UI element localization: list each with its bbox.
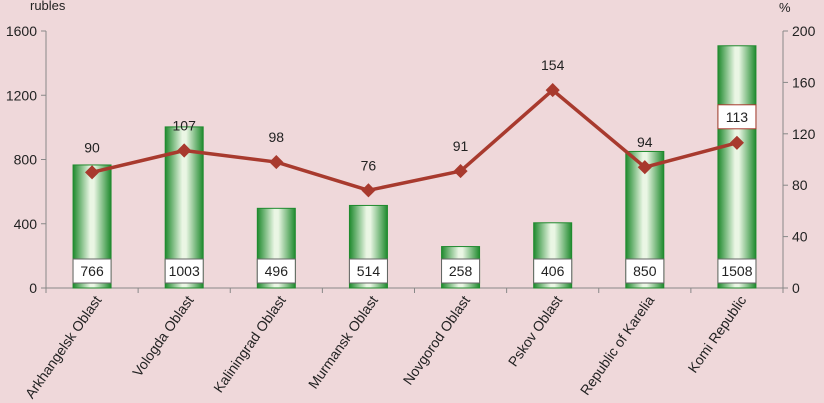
- bar-value-box: [164, 258, 204, 284]
- right-tick-label: 200: [792, 23, 816, 39]
- bar-value-label: 850: [633, 263, 657, 279]
- bar-value-box: [533, 258, 573, 284]
- left-tick-label: 800: [14, 152, 38, 168]
- percent-value-label: 154: [541, 57, 565, 73]
- category-label: Republic of Karelia: [577, 292, 658, 398]
- percent-marker: [637, 160, 652, 175]
- category-labels: Arkhangelsk Oblast Vologda Oblast Kalining…: [22, 292, 750, 401]
- right-tick-label: 160: [792, 74, 816, 90]
- percent-value-label: 107: [173, 118, 197, 134]
- right-axis-label: %: [779, 0, 791, 15]
- right-axis-ticks: 0 40 80 120 160 200: [783, 23, 816, 296]
- right-tick-label: 0: [792, 280, 800, 296]
- bar-value-labels: 766 1003 496 514 258 406 850 1508: [72, 258, 757, 284]
- bar-value-box: [256, 258, 296, 284]
- percent-marker: [545, 83, 560, 98]
- bar: [717, 45, 757, 289]
- bar-value-label: 514: [357, 263, 381, 279]
- right-tick-label: 40: [792, 229, 808, 245]
- bar-value-label: 1508: [721, 263, 752, 279]
- percent-value-label: 113: [726, 109, 749, 125]
- percent-marker: [269, 154, 284, 170]
- category-label: Vologda Oblast: [129, 292, 197, 379]
- bar-value-label: 766: [80, 263, 104, 279]
- bar-value-label: 496: [265, 263, 289, 279]
- left-tick-label: 1600: [6, 23, 37, 39]
- percent-value-label: 94: [637, 134, 653, 150]
- x-axis-ticks: [45, 288, 784, 293]
- category-label: Pskov Oblast: [505, 292, 565, 369]
- left-tick-label: 400: [14, 216, 38, 232]
- bar-value-box: [72, 258, 112, 284]
- bar-value-box: [348, 258, 388, 284]
- category-label: Kaliningrad Oblast: [210, 292, 289, 395]
- right-tick-label: 80: [792, 177, 808, 193]
- percent-value-label: 90: [84, 139, 100, 155]
- percent-value-label: 91: [453, 138, 469, 154]
- category-label: Murmansk Oblast: [305, 292, 381, 391]
- left-tick-label: 0: [29, 280, 37, 296]
- category-label: Arkhangelsk Oblast: [22, 292, 105, 401]
- right-tick-label: 120: [792, 126, 816, 142]
- percent-value-label: 98: [269, 129, 285, 145]
- bar-value-label: 406: [541, 263, 565, 279]
- left-axis-ticks: 0 400 800 1200 1600: [6, 23, 46, 296]
- percent-marker: [453, 163, 468, 179]
- percent-value-box: [717, 104, 757, 130]
- percent-marker: [177, 143, 192, 158]
- percent-line: [91, 88, 738, 193]
- left-axis-label: rubles: [30, 0, 66, 13]
- bar-value-box: [717, 258, 757, 284]
- percent-marker: [729, 135, 745, 150]
- percent-marker: [361, 183, 376, 198]
- bar-value-box: [625, 258, 665, 284]
- bar-value-label: 258: [449, 263, 473, 279]
- category-label: Novgorod Oblast: [400, 292, 473, 387]
- bar-value-box: [441, 258, 481, 284]
- bar-value-label: 1003: [169, 263, 200, 279]
- bars: [72, 45, 757, 289]
- category-label: Komi Republic: [685, 293, 750, 376]
- percent-series: 90 107 98 76 91 154 94 113: [84, 57, 757, 198]
- percent-value-label: 76: [361, 157, 377, 173]
- left-tick-label: 1200: [6, 87, 37, 103]
